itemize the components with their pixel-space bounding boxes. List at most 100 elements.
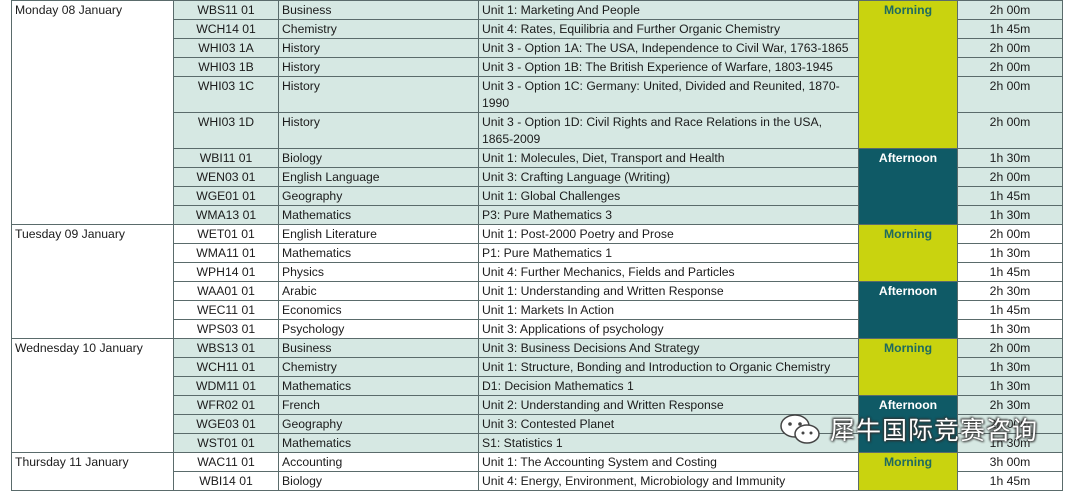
- duration: 2h 00m: [957, 112, 1063, 149]
- subject: Chemistry: [278, 19, 479, 39]
- session-morning: Morning: [858, 224, 958, 282]
- exam-date: Wednesday 10 January: [11, 338, 174, 453]
- unit-title: Unit 1: Markets In Action: [478, 300, 859, 320]
- duration: 1h 30m: [957, 148, 1063, 168]
- duration: 1h 45m: [957, 300, 1063, 320]
- subject: Mathematics: [278, 376, 479, 396]
- duration: 2h 00m: [957, 0, 1063, 20]
- unit-title: P1: Pure Mathematics 1: [478, 243, 859, 263]
- table-row: WHI03 1B History Unit 3 - Option 1B: The…: [12, 57, 1063, 77]
- subject: Arabic: [278, 281, 479, 301]
- paper-code: WHI03 1B: [173, 57, 279, 77]
- watermark: 犀牛国际竞赛咨询: [778, 411, 1038, 447]
- table-row: WEN03 01 English Language Unit 3: Crafti…: [12, 167, 1063, 187]
- paper-code: WGE03 01: [173, 414, 279, 434]
- duration: 1h 45m: [957, 262, 1063, 282]
- subject: Geography: [278, 414, 479, 434]
- paper-code: WBS13 01: [173, 338, 279, 358]
- subject: History: [278, 76, 479, 113]
- subject: French: [278, 395, 479, 415]
- unit-title: Unit 1: Global Challenges: [478, 186, 859, 206]
- paper-code: WAC11 01: [173, 452, 279, 472]
- subject: Accounting: [278, 452, 479, 472]
- session-afternoon: Afternoon: [858, 281, 958, 339]
- subject: Physics: [278, 262, 479, 282]
- table-row: WBI11 01 Biology Unit 1: Molecules, Diet…: [12, 148, 1063, 225]
- unit-title: Unit 3 - Option 1C: Germany: United, Div…: [478, 76, 859, 113]
- subject: Geography: [278, 186, 479, 206]
- table-row: WMA13 01 Mathematics P3: Pure Mathematic…: [12, 205, 1063, 225]
- table-row: WEC11 01 Economics Unit 1: Markets In Ac…: [12, 300, 1063, 320]
- paper-code: WPS03 01: [173, 319, 279, 339]
- unit-title: Unit 3 - Option 1A: The USA, Independenc…: [478, 38, 859, 58]
- exam-date: Monday 08 January: [11, 0, 174, 225]
- paper-code: WST01 01: [173, 433, 279, 453]
- subject: Business: [278, 338, 479, 358]
- table-row: WAA01 01 Arabic Unit 1: Understanding an…: [12, 281, 1063, 339]
- unit-title: Unit 1: Structure, Bonding and Introduct…: [478, 357, 859, 377]
- unit-title: Unit 3: Business Decisions And Strategy: [478, 338, 859, 358]
- session-afternoon: Afternoon: [858, 148, 958, 225]
- unit-title: Unit 4: Rates, Equilibria and Further Or…: [478, 19, 859, 39]
- subject: Business: [278, 0, 479, 20]
- subject: Mathematics: [278, 433, 479, 453]
- unit-title: P3: Pure Mathematics 3: [478, 205, 859, 225]
- duration: 2h 00m: [957, 76, 1063, 113]
- table-row: Monday 08 January WBS11 01 Business Unit…: [11, 0, 1063, 225]
- exam-timetable: Monday 08 January WBS11 01 Business Unit…: [11, 0, 1063, 491]
- duration: 1h 30m: [957, 433, 1063, 453]
- duration: 1h 30m: [957, 243, 1063, 263]
- duration: 1h 45m: [957, 19, 1063, 39]
- unit-title: Unit 3: Applications of psychology: [478, 319, 859, 339]
- session-morning: Morning: [858, 452, 958, 491]
- session-morning: Morning: [858, 338, 958, 396]
- paper-code: WFR02 01: [173, 395, 279, 415]
- session-morning: Morning: [858, 0, 958, 149]
- duration: 1h 30m: [957, 205, 1063, 225]
- duration: 3h 00m: [957, 452, 1063, 472]
- paper-code: WBI14 01: [173, 471, 279, 491]
- subject: Chemistry: [278, 357, 479, 377]
- unit-title: D1: Decision Mathematics 1: [478, 376, 859, 396]
- exam-date: Tuesday 09 January: [11, 224, 174, 339]
- unit-title: Unit 4: Energy, Environment, Microbiolog…: [478, 471, 859, 491]
- paper-code: WMA13 01: [173, 205, 279, 225]
- duration: 2h 00m: [957, 57, 1063, 77]
- unit-title: Unit 3: Crafting Language (Writing): [478, 167, 859, 187]
- table-row: Thursday 11 January WAC11 01 Accounting …: [11, 452, 1063, 491]
- subject: Biology: [278, 471, 479, 491]
- table-row: WGE03 01 Geography Unit 3: Contested Pla…: [12, 414, 1063, 434]
- subject: History: [278, 57, 479, 77]
- paper-code: WEN03 01: [173, 167, 279, 187]
- subject: Economics: [278, 300, 479, 320]
- paper-code: WPH14 01: [173, 262, 279, 282]
- paper-code: WHI03 1A: [173, 38, 279, 58]
- duration: 2h 00m: [957, 167, 1063, 187]
- table-row: Tuesday 09 January WET01 01 English Lite…: [11, 224, 1063, 339]
- table-row: Wednesday 10 January WBS13 01 Business U…: [11, 338, 1063, 453]
- paper-code: WEC11 01: [173, 300, 279, 320]
- duration: 1h 30m: [957, 319, 1063, 339]
- unit-title: Unit 1: The Accounting System and Costin…: [478, 452, 859, 472]
- table-row: WDM11 01 Mathematics D1: Decision Mathem…: [12, 376, 1063, 396]
- paper-code: WBS11 01: [173, 0, 279, 20]
- unit-title: Unit 4: Further Mechanics, Fields and Pa…: [478, 262, 859, 282]
- table-row: WCH14 01 Chemistry Unit 4: Rates, Equili…: [12, 19, 1063, 39]
- paper-code: WMA11 01: [173, 243, 279, 263]
- duration: 2h 30m: [957, 395, 1063, 415]
- table-row: WHI03 1D History Unit 3 - Option 1D: Civ…: [12, 112, 1063, 149]
- paper-code: WGE01 01: [173, 186, 279, 206]
- unit-title: Unit 1: Marketing And People: [478, 0, 859, 20]
- unit-title: S1: Statistics 1: [478, 433, 859, 453]
- unit-title: Unit 1: Understanding and Written Respon…: [478, 281, 859, 301]
- watermark-text: 犀牛国际竞赛咨询: [830, 416, 1039, 445]
- duration: 2h 00m: [957, 414, 1063, 434]
- duration: 2h 00m: [957, 224, 1063, 244]
- unit-title: Unit 3 - Option 1B: The British Experien…: [478, 57, 859, 77]
- subject: History: [278, 112, 479, 149]
- duration: 1h 45m: [957, 186, 1063, 206]
- subject: Mathematics: [278, 205, 479, 225]
- duration: 1h 45m: [957, 471, 1063, 491]
- exam-date: Thursday 11 January: [11, 452, 174, 491]
- subject: Biology: [278, 148, 479, 168]
